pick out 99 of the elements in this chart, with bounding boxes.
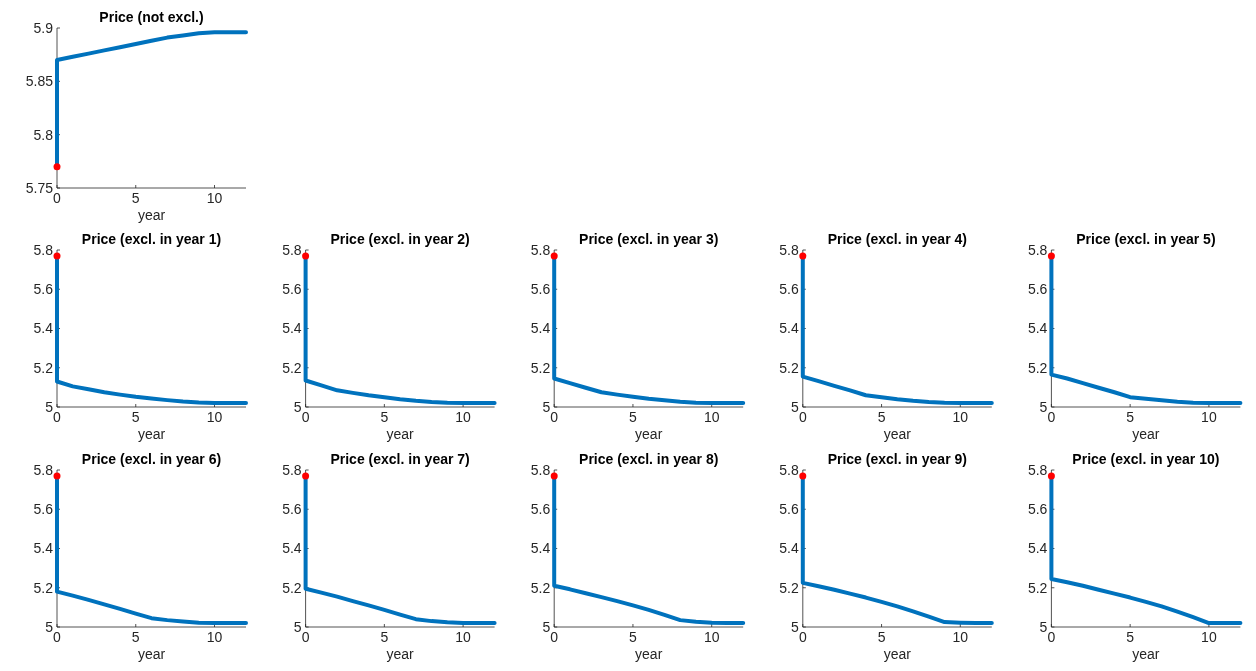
x-tick-label: 0	[798, 629, 807, 645]
chart-title: Price (excl. in year 6)	[81, 451, 222, 467]
x-tick-label: 10	[455, 629, 472, 645]
y-tick-label: 5.4	[530, 540, 551, 557]
x-tick-label: 5	[877, 629, 886, 645]
x-tick-label: 0	[301, 629, 310, 645]
x-tick-label: 10	[1201, 629, 1217, 645]
y-tick-label: 5.6	[779, 501, 800, 518]
x-tick-label: 5	[1126, 629, 1135, 645]
x-tick-label: 5	[131, 629, 140, 645]
y-tick-label: 5.6	[530, 501, 551, 518]
x-tick-label: 0	[1047, 629, 1056, 645]
x-tick-label: 5	[629, 629, 638, 645]
y-tick-label: 5.8	[779, 461, 800, 478]
x-tick-label: 5	[131, 190, 140, 206]
x-axis-title: year	[1132, 426, 1160, 442]
y-tick-label: 5.2	[779, 579, 800, 596]
chart-title: Price (excl. in year 1)	[81, 231, 222, 247]
y-tick-label: 5.8	[530, 241, 551, 258]
x-axis-title: year	[883, 646, 912, 662]
x-tick-label: 0	[53, 409, 62, 425]
y-tick-label: 5.4	[1027, 540, 1048, 557]
y-tick-label: 5.4	[1027, 320, 1048, 337]
y-tick-label: 5.4	[530, 320, 551, 337]
x-tick-label: 5	[629, 409, 638, 425]
y-tick-label: 5.2	[1027, 579, 1048, 596]
chart-title: Price (excl. in year 3)	[579, 231, 719, 247]
x-axis-title: year	[386, 426, 415, 442]
chart-title: Price (excl. in year 10)	[1072, 451, 1220, 467]
chart-title: Price (not excl.)	[99, 9, 204, 25]
chart-title: Price (excl. in year 2)	[330, 231, 470, 247]
chart-title: Price (excl. in year 9)	[827, 451, 967, 467]
x-tick-label: 10	[455, 409, 472, 425]
y-tick-label: 5.6	[282, 501, 302, 518]
chart-title: Price (excl. in year 8)	[579, 451, 719, 467]
y-tick-label: 5.6	[530, 281, 551, 298]
y-tick-label: 5.2	[33, 359, 54, 376]
x-tick-label: 10	[952, 629, 969, 645]
x-tick-label: 5	[1126, 409, 1135, 425]
x-tick-label: 10	[703, 409, 720, 425]
y-tick-label: 5.8	[779, 241, 800, 258]
x-tick-label: 0	[550, 409, 559, 425]
chart-title: Price (excl. in year 5)	[1076, 231, 1216, 247]
x-tick-label: 10	[952, 409, 969, 425]
x-axis-title: year	[635, 426, 663, 442]
y-tick-label: 5.75	[25, 179, 54, 196]
y-tick-label: 5.2	[33, 579, 54, 596]
y-tick-label: 5.4	[282, 320, 302, 337]
x-tick-label: 10	[703, 629, 720, 645]
y-tick-label: 5.8	[33, 126, 54, 143]
x-tick-label: 0	[301, 409, 310, 425]
y-tick-label: 5.9	[33, 19, 54, 36]
x-axis-title: year	[137, 646, 166, 662]
x-axis-title: year	[386, 646, 415, 662]
x-tick-label: 10	[206, 409, 223, 425]
y-tick-label: 5.6	[1027, 501, 1048, 518]
x-tick-label: 10	[206, 629, 223, 645]
x-tick-label: 5	[380, 629, 389, 645]
x-axis-title: year	[137, 426, 166, 442]
x-tick-label: 0	[798, 409, 807, 425]
y-tick-label: 5.6	[33, 501, 54, 518]
y-tick-label: 5.2	[530, 359, 551, 376]
x-tick-label: 5	[131, 409, 140, 425]
x-axis-title: year	[635, 646, 663, 662]
y-tick-label: 5.6	[33, 281, 54, 298]
y-tick-label: 5.4	[33, 540, 54, 557]
x-tick-label: 0	[53, 190, 62, 206]
y-tick-label: 5.2	[282, 579, 302, 596]
x-tick-label: 10	[206, 190, 223, 206]
y-tick-label: 5.2	[530, 579, 551, 596]
x-axis-title: year	[883, 426, 912, 442]
chart-title: Price (excl. in year 4)	[827, 231, 967, 247]
x-tick-label: 5	[380, 409, 389, 425]
x-tick-label: 5	[877, 409, 886, 425]
y-tick-label: 5.2	[1027, 359, 1048, 376]
y-tick-label: 5.6	[1027, 281, 1048, 298]
x-tick-label: 0	[550, 629, 559, 645]
y-tick-label: 5.8	[530, 461, 551, 478]
y-tick-label: 5.4	[779, 540, 800, 557]
y-tick-label: 5.85	[25, 73, 54, 90]
x-tick-label: 0	[1047, 409, 1056, 425]
y-tick-label: 5.8	[1027, 241, 1048, 258]
y-tick-label: 5.8	[33, 461, 54, 478]
x-axis-title: year	[1132, 646, 1160, 662]
y-tick-label: 5.8	[1027, 461, 1048, 478]
y-tick-label: 5.6	[779, 281, 800, 298]
y-tick-label: 5.8	[33, 241, 54, 258]
y-tick-label: 5.6	[282, 281, 302, 298]
y-tick-label: 5.8	[282, 241, 302, 258]
y-tick-label: 5.4	[282, 540, 302, 557]
x-tick-label: 10	[1201, 409, 1217, 425]
y-tick-label: 5.4	[779, 320, 800, 337]
chart-title: Price (excl. in year 7)	[330, 451, 470, 467]
x-tick-label: 0	[53, 629, 62, 645]
y-tick-label: 5.8	[282, 461, 302, 478]
x-axis-title: year	[137, 207, 166, 223]
y-tick-label: 5.4	[33, 320, 54, 337]
y-tick-label: 5.2	[779, 359, 800, 376]
y-tick-label: 5.2	[282, 359, 302, 376]
